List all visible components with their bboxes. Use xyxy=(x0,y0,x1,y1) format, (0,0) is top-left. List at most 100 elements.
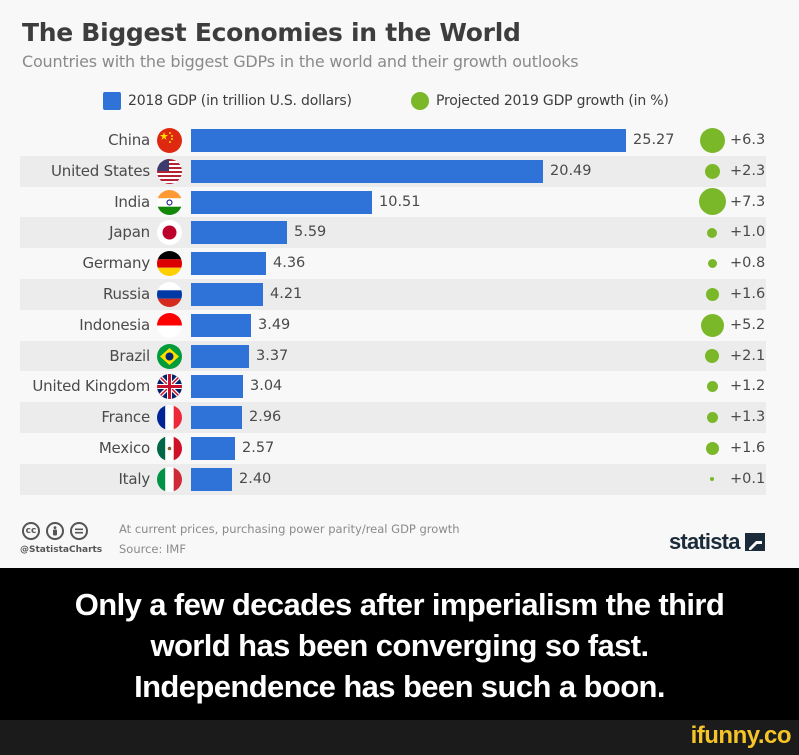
chart-row: China 25.27 +6.3 xyxy=(20,125,766,156)
gdp-bar xyxy=(191,159,543,183)
legend: 2018 GDP (in trillion U.S. dollars) Proj… xyxy=(0,92,799,114)
gdp-value: 3.49 xyxy=(258,316,291,333)
chart-row: Brazil 3.37 +2.1 xyxy=(20,340,766,372)
chart-row: Indonesia 3.49 +5.2 xyxy=(20,310,766,341)
gdp-bar xyxy=(191,313,251,337)
gdp-bar xyxy=(191,252,266,276)
chart-subtitle: Countries with the biggest GDPs in the w… xyxy=(22,52,579,71)
statista-handle: @StatistaCharts xyxy=(20,545,103,555)
legend-growth-label: Projected 2019 GDP growth (in %) xyxy=(436,93,669,109)
gdp-bar xyxy=(191,436,235,460)
country-label: India xyxy=(114,192,150,211)
growth-value: +2.1 xyxy=(730,347,766,364)
legend-gdp: 2018 GDP (in trillion U.S. dollars) xyxy=(103,92,352,110)
watermark-bar: ifunny.co xyxy=(0,720,799,755)
growth-value: +1.2 xyxy=(730,378,766,395)
gdp-value: 5.59 xyxy=(294,224,327,241)
gdp-bar xyxy=(191,406,242,430)
infographic: The Biggest Economies in the World Count… xyxy=(0,18,799,556)
gdp-value: 2.40 xyxy=(239,470,272,487)
mexico-flag-icon xyxy=(157,435,182,461)
statista-logo: statista xyxy=(669,529,765,555)
growth-value: +0.1 xyxy=(730,470,766,487)
license-icons: cc xyxy=(22,522,88,540)
blue-square-icon xyxy=(103,92,121,110)
country-label: Brazil xyxy=(109,346,150,365)
country-label: China xyxy=(108,131,150,149)
growth-bubble-icon xyxy=(710,477,714,482)
creative-commons-icon: cc xyxy=(22,522,40,540)
growth-bubble-icon xyxy=(706,381,718,393)
indonesia-flag-icon xyxy=(157,312,182,338)
gdp-value: 25.27 xyxy=(633,132,675,148)
chart-row: Italy 2.40 +0.1 xyxy=(20,463,766,495)
caption-line-1: Only a few decades after imperialism the… xyxy=(74,587,725,622)
gdp-value: 2.57 xyxy=(242,439,275,456)
gdp-bar xyxy=(191,375,243,399)
gdp-bar xyxy=(191,129,626,152)
country-label: Japan xyxy=(109,223,150,242)
attribution-icon xyxy=(46,522,64,540)
meme-caption-panel: Only a few decades after imperialism the… xyxy=(0,568,799,720)
chart-row: India 10.51 +7.3 xyxy=(20,187,766,218)
gdp-bar xyxy=(191,344,249,368)
growth-bubble-icon xyxy=(705,287,719,301)
france-flag-icon xyxy=(157,405,182,431)
footnote: At current prices, purchasing power pari… xyxy=(119,522,460,536)
growth-bubble-icon xyxy=(704,163,720,179)
country-label: United Kingdom xyxy=(32,377,150,396)
gdp-value: 2.96 xyxy=(249,409,282,426)
chart-title: The Biggest Economies in the World xyxy=(22,18,521,47)
growth-value: +5.2 xyxy=(730,316,766,333)
growth-bubble-icon xyxy=(699,127,725,153)
growth-bubble-icon xyxy=(700,313,724,337)
country-label: Italy xyxy=(118,469,150,488)
legend-growth: Projected 2019 GDP growth (in %) xyxy=(411,92,669,110)
country-label: France xyxy=(101,408,150,427)
country-label: Indonesia xyxy=(79,315,150,334)
growth-bubble-icon xyxy=(705,441,719,455)
growth-value: +1.6 xyxy=(730,285,766,302)
chart-row: Japan 5.59 +1.0 xyxy=(20,217,766,249)
chart-row: United Kingdom 3.04 +1.2 xyxy=(20,371,766,402)
gdp-value: 3.04 xyxy=(250,378,283,395)
uk-flag-icon xyxy=(157,374,182,400)
green-circle-icon xyxy=(411,92,429,110)
chart-row: Russia 4.21 +1.6 xyxy=(20,278,766,310)
gdp-bar xyxy=(191,282,263,306)
russia-flag-icon xyxy=(157,281,182,307)
growth-bubble-icon xyxy=(706,412,718,424)
chart-row: France 2.96 +1.3 xyxy=(20,402,766,433)
italy-flag-icon xyxy=(157,466,182,492)
germany-flag-icon xyxy=(157,251,182,277)
gdp-bar xyxy=(191,190,372,214)
brazil-flag-icon xyxy=(157,343,182,369)
growth-value: +1.3 xyxy=(730,409,766,426)
growth-value: +1.6 xyxy=(730,439,766,456)
country-label: Mexico xyxy=(98,438,150,457)
caption-line-3: Independence has been such a boon. xyxy=(134,669,665,704)
ifunny-watermark: ifunny.co xyxy=(690,722,792,749)
growth-bubble-icon xyxy=(707,259,717,269)
growth-bubble-icon xyxy=(707,227,717,238)
growth-bubble-icon xyxy=(705,348,719,363)
us-flag-icon xyxy=(157,158,182,184)
gdp-value: 4.21 xyxy=(270,285,303,302)
growth-value: +2.3 xyxy=(730,162,766,179)
gdp-bar xyxy=(191,467,232,491)
chart-row: United States 20.49 +2.3 xyxy=(20,155,766,187)
meme-caption: Only a few decades after imperialism the… xyxy=(0,584,799,707)
source: Source: IMF xyxy=(119,542,186,556)
growth-value: +0.8 xyxy=(730,255,766,272)
gdp-value: 10.51 xyxy=(379,193,421,210)
gdp-value: 4.36 xyxy=(273,255,306,272)
no-derivatives-icon xyxy=(70,522,88,540)
chart-row: Mexico 2.57 +1.6 xyxy=(20,433,766,464)
gdp-value: 20.49 xyxy=(550,162,592,179)
growth-value: +6.3 xyxy=(730,132,766,148)
country-label: United States xyxy=(51,161,150,180)
country-label: Germany xyxy=(82,254,150,273)
gdp-value: 3.37 xyxy=(256,347,289,364)
growth-value: +1.0 xyxy=(730,224,766,241)
statista-logo-icon xyxy=(744,533,765,551)
